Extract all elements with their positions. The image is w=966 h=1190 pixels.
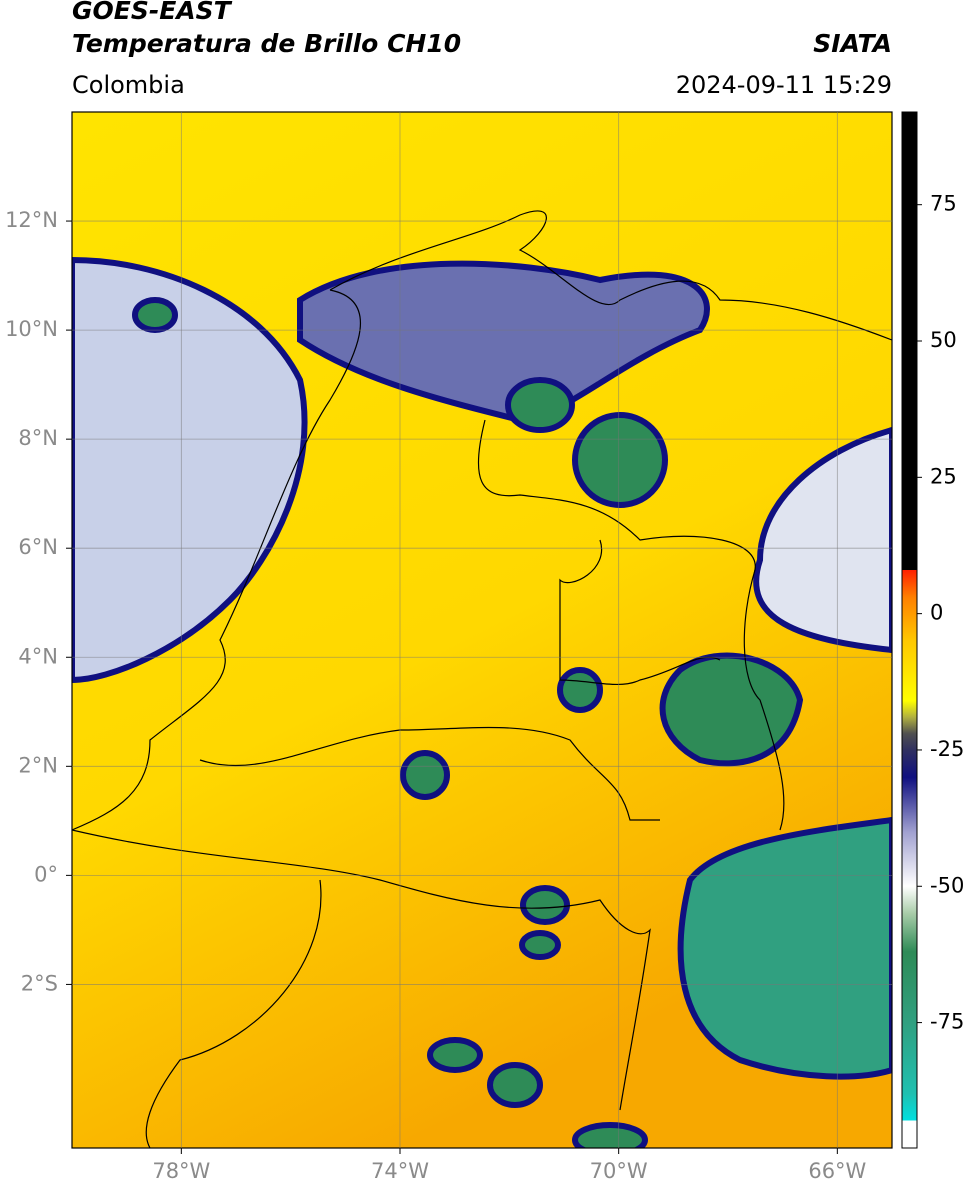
satellite: GOES-EAST bbox=[72, 0, 233, 25]
cloud bbox=[132, 297, 178, 333]
border bbox=[145, 879, 322, 1148]
cloud bbox=[572, 412, 668, 508]
coastline bbox=[329, 210, 892, 341]
border bbox=[477, 419, 785, 831]
border bbox=[559, 539, 721, 686]
y-tick-label: 8°N bbox=[18, 426, 58, 450]
cloud bbox=[400, 750, 450, 800]
border bbox=[199, 726, 660, 821]
y-tick-label: 2°S bbox=[21, 971, 58, 995]
border bbox=[72, 829, 651, 1111]
y-tick-label: 0° bbox=[34, 862, 58, 886]
x-tick-label: 78°W bbox=[152, 1159, 210, 1183]
colorbar-tick-label: -75 bbox=[930, 1010, 964, 1034]
colorbar-tick-label: -25 bbox=[930, 737, 964, 761]
colorbar-tick-label: 25 bbox=[930, 464, 957, 488]
cloud bbox=[427, 1037, 483, 1073]
colorbar-tick-label: -50 bbox=[930, 873, 964, 897]
colorbar bbox=[901, 111, 918, 1149]
borders bbox=[72, 210, 892, 1148]
colorbar-tick-label: 0 bbox=[930, 601, 943, 625]
cloud bbox=[487, 1062, 543, 1108]
x-tick-label: 70°W bbox=[590, 1159, 648, 1183]
colorbar-tick-label: 75 bbox=[930, 192, 957, 216]
cloud bbox=[557, 667, 603, 713]
cloud bbox=[520, 885, 570, 925]
y-tick-label: 12°N bbox=[5, 208, 58, 232]
map-frame bbox=[71, 111, 893, 1149]
colorbar-tick-label: 50 bbox=[930, 328, 957, 352]
y-tick-label: 4°N bbox=[18, 644, 58, 668]
imagery bbox=[72, 112, 892, 1148]
source: SIATA bbox=[813, 29, 892, 58]
y-tick-label: 2°N bbox=[18, 753, 58, 777]
cloud bbox=[505, 377, 575, 433]
x-tick-label: 74°W bbox=[371, 1159, 429, 1183]
cloud bbox=[677, 816, 892, 1080]
cloud bbox=[659, 652, 804, 767]
cloud bbox=[753, 426, 892, 654]
datetime: 2024-09-11 15:29 bbox=[676, 71, 892, 99]
y-tick-label: 10°N bbox=[5, 317, 58, 341]
product: Temperatura de Brillo CH10 bbox=[72, 29, 461, 58]
cloud bbox=[519, 930, 561, 960]
cloud bbox=[72, 256, 308, 684]
clouds bbox=[72, 256, 892, 1148]
x-tick-label: 66°W bbox=[808, 1159, 866, 1183]
y-tick-label: 6°N bbox=[18, 535, 58, 559]
region: Colombia bbox=[72, 71, 185, 99]
cloud bbox=[572, 1122, 648, 1148]
coastline bbox=[72, 289, 361, 831]
